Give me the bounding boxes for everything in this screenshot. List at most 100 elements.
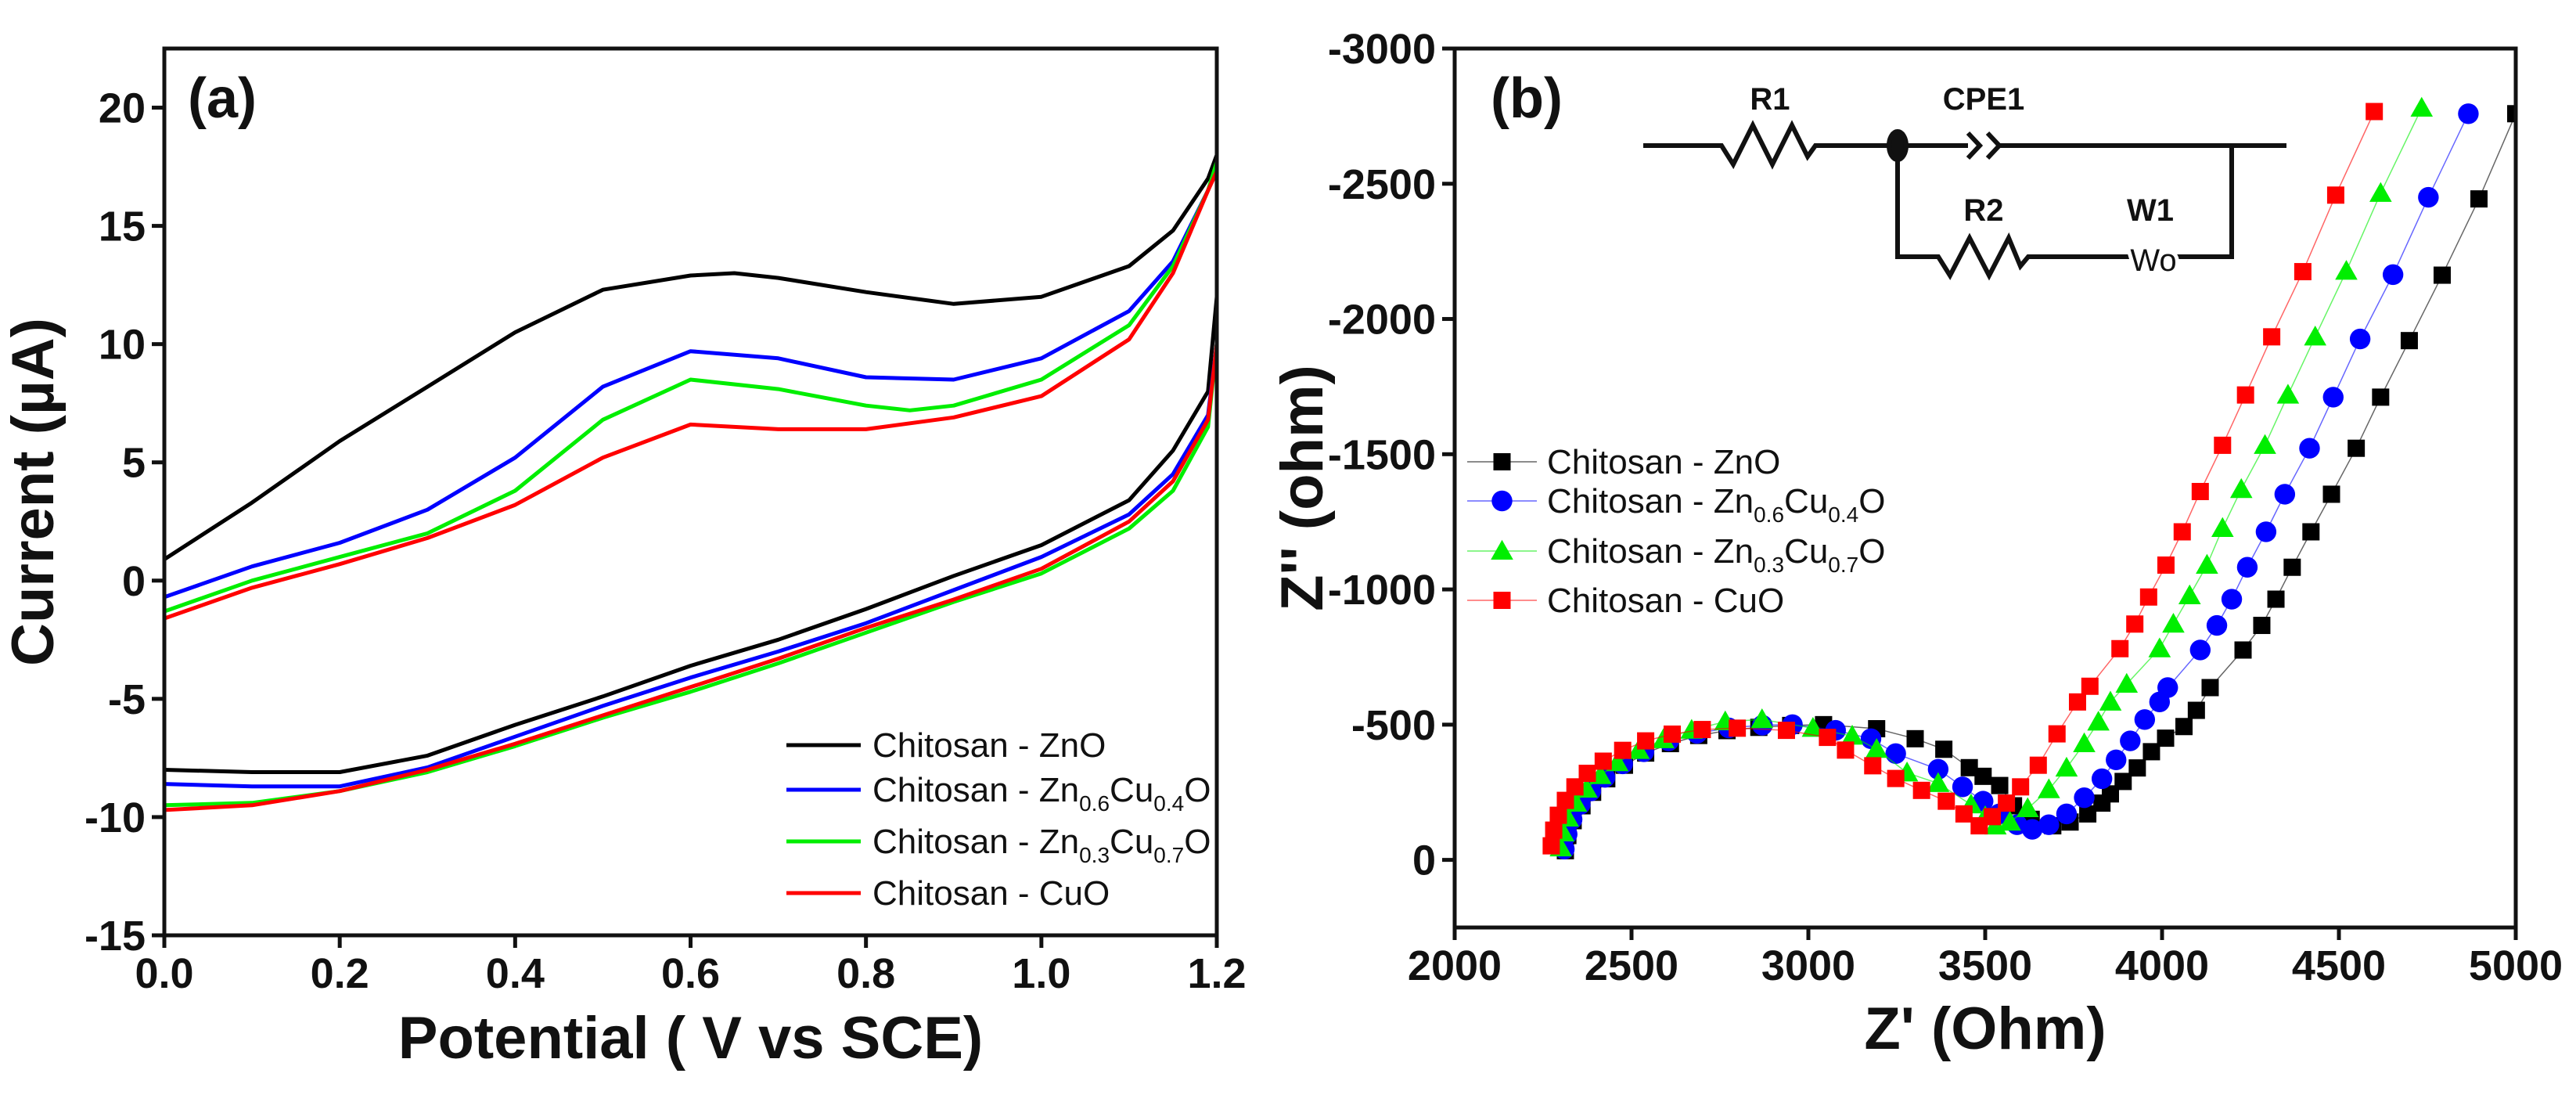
data-point-square: [2142, 743, 2160, 761]
legend-text-segment: O: [1184, 771, 1211, 809]
data-point-circle: [2255, 521, 2277, 542]
data-point-circle: [2418, 186, 2439, 208]
data-point-triangle: [2115, 672, 2139, 693]
legend-text-segment: O: [1858, 482, 1885, 520]
data-point-square: [1578, 765, 1596, 783]
data-point-triangle: [1750, 708, 1774, 729]
data-point-square: [1935, 740, 1953, 758]
series-line-1: [164, 164, 1217, 789]
legend-label: Chitosan - Zn0.3Cu0.7O: [1547, 532, 1885, 577]
data-point-square: [2400, 332, 2418, 350]
data-point-square: [2366, 103, 2384, 121]
data-point-square: [2173, 523, 2191, 541]
data-point-square: [2175, 718, 2193, 736]
legend-text-segment: Cu: [1784, 532, 1828, 571]
circuit-branch-wire: [1895, 146, 2234, 281]
series-line-0: [164, 153, 1217, 774]
data-point-square: [1837, 741, 1855, 759]
x-tick-label: 0.6: [661, 950, 720, 997]
data-point-triangle: [2410, 96, 2434, 117]
x-tick-label: 3500: [1938, 942, 2032, 989]
data-point-circle: [2021, 819, 2043, 840]
y-tick-label: 20: [99, 85, 146, 132]
data-point-square: [2012, 778, 2030, 796]
data-point-triangle: [1840, 725, 1864, 745]
data-point-square: [1991, 776, 2009, 794]
y-tick-label: 5: [122, 440, 146, 487]
data-point-triangle: [2038, 778, 2060, 798]
data-point-square: [2157, 556, 2175, 574]
x-tick-label: 2500: [1585, 942, 1678, 989]
series-line-3: [164, 169, 1217, 812]
data-point-square: [2294, 263, 2312, 281]
legend-text-segment: Chitosan - CuO: [872, 874, 1110, 913]
legend-text-segment: Chitosan - Zn: [1547, 482, 1754, 520]
data-point-triangle: [1491, 539, 1513, 560]
data-point-square: [2157, 729, 2175, 747]
data-point-circle: [2038, 814, 2060, 835]
x-tick-label: 0.2: [311, 950, 369, 997]
data-point-triangle: [2196, 553, 2218, 574]
legend-text-segment: O: [1858, 532, 1885, 571]
data-point-circle: [2106, 749, 2127, 770]
legend-subscript: 0.7: [1828, 553, 1858, 577]
data-point-circle: [1491, 490, 1513, 512]
x-axis-title: Potential ( V vs SCE): [398, 1005, 984, 1072]
data-point-triangle: [1927, 772, 1950, 792]
data-point-triangle: [2229, 477, 2253, 499]
legend-label: Chitosan - CuO: [872, 874, 1110, 913]
legend-label: Chitosan - ZnO: [1547, 443, 1780, 481]
data-point-square: [2267, 590, 2285, 608]
data-point-square: [1663, 725, 1681, 743]
legend-text-segment: Cu: [1110, 771, 1153, 809]
legend-text-segment: Chitosan - Zn: [872, 771, 1079, 809]
legend-item: Chitosan - Zn0.6Cu0.4O: [786, 771, 1211, 816]
legend-subscript: 0.4: [1153, 791, 1184, 816]
equivalent-circuit-inset: R1 CPE1 R2 W1 Wo: [1643, 82, 2286, 282]
data-point-square: [2470, 190, 2488, 208]
data-point-square: [1819, 729, 1837, 747]
data-point-square: [1549, 806, 1567, 824]
data-point-circle: [1927, 758, 1949, 780]
data-point-square: [2126, 615, 2144, 633]
legend-subscript: 0.6: [1754, 502, 1784, 527]
data-point-square: [2128, 759, 2146, 777]
data-point-square: [1937, 792, 1955, 810]
legend-subscript: 0.4: [1828, 502, 1858, 527]
data-point-square: [1984, 808, 2002, 826]
y-tick-label: -2000: [1328, 297, 1436, 344]
data-point-circle: [2074, 787, 2095, 809]
data-point-triangle: [1652, 728, 1675, 748]
cpe1-label: CPE1: [1943, 82, 2025, 117]
legend-item: Chitosan - CuO: [786, 874, 1110, 913]
legend-text-segment: Cu: [1110, 823, 1153, 861]
data-point-square: [2348, 439, 2366, 457]
data-point-triangle: [2099, 690, 2122, 711]
data-point-square: [1545, 821, 1563, 839]
x-tick-label: 5000: [2469, 942, 2563, 989]
nyquist-chart-panel-b: 2000 2500 3000 3500 4000 4500 5000 0 -500 -1000 -1…: [1269, 26, 2563, 1062]
data-point-square: [2201, 679, 2219, 697]
panel-label: (b): [1491, 67, 1563, 130]
y-tick-label: -10: [85, 794, 146, 841]
legend-subscript: 0.3: [1079, 843, 1110, 867]
data-point-circle: [2056, 803, 2078, 825]
data-point-circle: [2382, 264, 2404, 286]
data-point-square: [1960, 758, 1978, 776]
data-point-triangle: [2304, 326, 2327, 346]
data-point-square: [1912, 781, 1930, 799]
data-point-square: [2283, 558, 2301, 576]
data-point-square: [1594, 752, 1612, 770]
legend-text-segment: Chitosan - Zn: [1547, 532, 1754, 571]
data-point-square: [2433, 266, 2451, 284]
data-point-square: [2068, 693, 2086, 711]
y-tick-label: -15: [85, 913, 146, 960]
data-point-circle: [2091, 768, 2113, 790]
x-tick-label: 2000: [1408, 942, 1502, 989]
legend-item: Chitosan - Zn0.3Cu0.7O: [1467, 532, 1885, 577]
data-point-circle: [2120, 730, 2141, 751]
y-tick-label: -500: [1351, 702, 1436, 749]
data-point-triangle: [1999, 810, 2021, 831]
data-point-square: [2234, 641, 2252, 659]
